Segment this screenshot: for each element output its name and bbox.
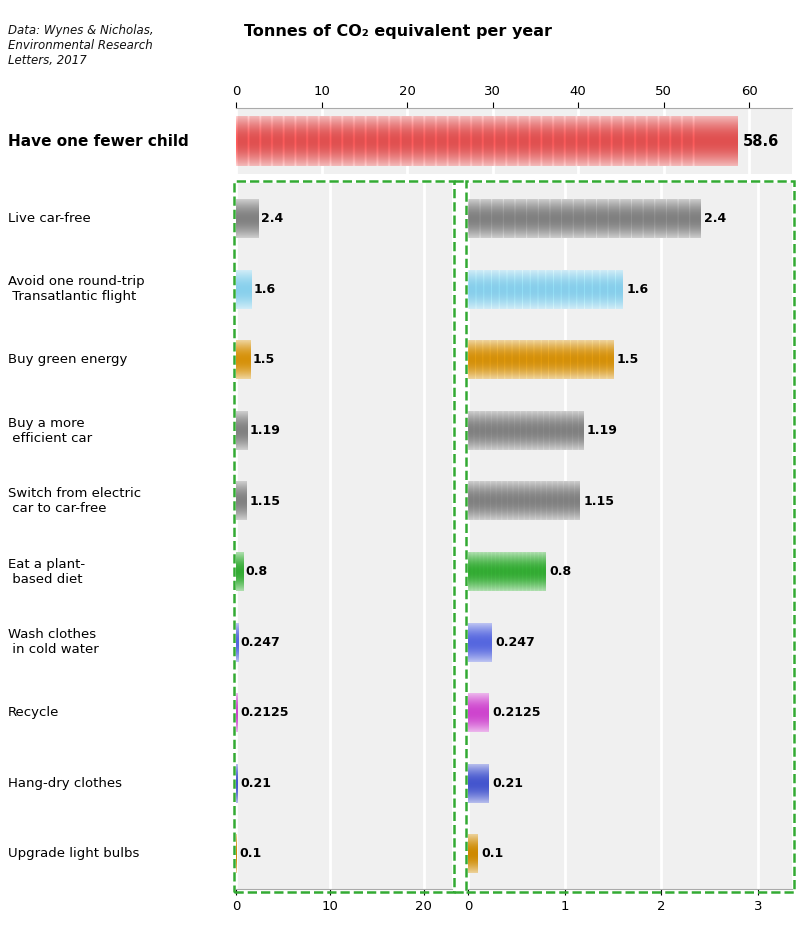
- Text: Hang-dry clothes: Hang-dry clothes: [8, 777, 122, 789]
- Text: 0.21: 0.21: [492, 777, 523, 789]
- Text: 1.19: 1.19: [250, 424, 280, 437]
- Text: 0.2125: 0.2125: [240, 707, 289, 719]
- Text: Have one fewer child: Have one fewer child: [8, 134, 189, 149]
- Text: Switch from electric
 car to car-free: Switch from electric car to car-free: [8, 487, 141, 515]
- Text: Upgrade light bulbs: Upgrade light bulbs: [8, 848, 139, 860]
- Text: Tonnes of CO₂ equivalent per year: Tonnes of CO₂ equivalent per year: [244, 24, 552, 39]
- Text: 0.21: 0.21: [240, 777, 271, 789]
- Text: 0.247: 0.247: [496, 636, 535, 648]
- Text: 0.1: 0.1: [239, 848, 262, 860]
- Text: 1.15: 1.15: [583, 495, 614, 507]
- Text: 1.19: 1.19: [587, 424, 618, 437]
- Text: 2.4: 2.4: [704, 213, 726, 225]
- Text: Avoid one round-trip
 Transatlantic flight: Avoid one round-trip Transatlantic fligh…: [8, 276, 145, 303]
- Text: Wash clothes
 in cold water: Wash clothes in cold water: [8, 629, 98, 656]
- Text: 1.15: 1.15: [249, 495, 280, 507]
- Text: Buy green energy: Buy green energy: [8, 354, 127, 366]
- Text: 0.8: 0.8: [550, 566, 571, 578]
- Text: 0.247: 0.247: [241, 636, 281, 648]
- Text: 1.6: 1.6: [626, 283, 649, 295]
- Text: 58.6: 58.6: [742, 134, 778, 149]
- Text: 1.5: 1.5: [617, 354, 639, 366]
- Text: 1.6: 1.6: [254, 283, 275, 295]
- Text: Live car-free: Live car-free: [8, 213, 90, 225]
- Text: Data: Wynes & Nicholas,
Environmental Research
Letters, 2017: Data: Wynes & Nicholas, Environmental Re…: [8, 24, 154, 67]
- Text: 1.5: 1.5: [253, 354, 274, 366]
- Text: 0.1: 0.1: [482, 848, 504, 860]
- Text: Buy a more
 efficient car: Buy a more efficient car: [8, 417, 92, 444]
- Text: 0.8: 0.8: [246, 566, 268, 578]
- Text: Eat a plant-
 based diet: Eat a plant- based diet: [8, 558, 85, 585]
- Text: Recycle: Recycle: [8, 707, 59, 719]
- Text: 2.4: 2.4: [261, 213, 283, 225]
- Text: 0.2125: 0.2125: [493, 707, 541, 719]
